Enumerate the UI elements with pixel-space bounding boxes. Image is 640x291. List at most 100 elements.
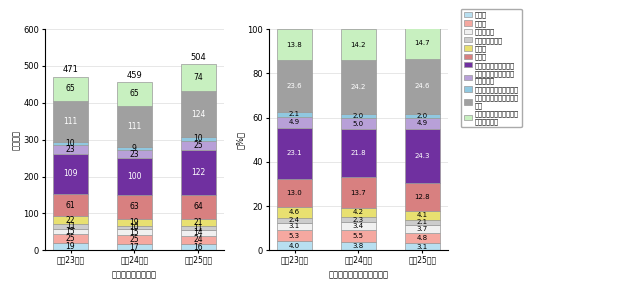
Text: 111: 111 bbox=[127, 122, 141, 131]
Text: 111: 111 bbox=[63, 117, 77, 125]
Bar bbox=[341, 129, 376, 178]
Bar bbox=[277, 117, 312, 127]
Bar bbox=[404, 220, 440, 225]
Text: 3.1: 3.1 bbox=[417, 244, 428, 250]
Bar bbox=[404, 129, 440, 182]
Text: 2.0: 2.0 bbox=[417, 113, 428, 119]
Text: 109: 109 bbox=[63, 169, 78, 178]
Text: 24.2: 24.2 bbox=[351, 84, 366, 90]
Text: 2.4: 2.4 bbox=[289, 217, 300, 223]
Bar bbox=[53, 216, 88, 224]
Text: 4.9: 4.9 bbox=[289, 119, 300, 125]
Text: 10: 10 bbox=[129, 223, 140, 232]
Bar bbox=[53, 228, 88, 234]
Bar bbox=[53, 154, 88, 194]
Bar bbox=[404, 233, 440, 243]
Text: 15: 15 bbox=[129, 228, 140, 237]
Text: 10: 10 bbox=[66, 139, 76, 148]
Text: 3.1: 3.1 bbox=[289, 223, 300, 229]
Text: 124: 124 bbox=[191, 110, 205, 119]
Bar bbox=[277, 127, 312, 179]
Text: 2.1: 2.1 bbox=[417, 219, 428, 225]
Text: 14: 14 bbox=[193, 228, 203, 237]
Bar bbox=[341, 242, 376, 250]
Text: 16: 16 bbox=[193, 243, 203, 252]
X-axis label: 産業大分類別売上高: 産業大分類別売上高 bbox=[112, 270, 157, 279]
Bar bbox=[53, 234, 88, 243]
Bar bbox=[53, 243, 88, 250]
Bar bbox=[117, 235, 152, 244]
Text: 5.5: 5.5 bbox=[353, 233, 364, 239]
Bar bbox=[341, 222, 376, 230]
Bar bbox=[180, 235, 216, 244]
Legend: 建設業, 製造業, 情報通信業, 運輸業，郵便業, 卸売業, 小売業, 不動産業，物品賃貸業, 学術研究，専門・技術
サービス業, 宿泊業，飲食サービス業, 生: 建設業, 製造業, 情報通信業, 運輸業，郵便業, 卸売業, 小売業, 不動産業… bbox=[461, 9, 522, 127]
Bar bbox=[404, 225, 440, 233]
Y-axis label: （%）: （%） bbox=[236, 131, 244, 149]
Bar bbox=[117, 147, 152, 150]
Bar bbox=[53, 194, 88, 216]
Text: 22: 22 bbox=[66, 216, 76, 225]
Bar bbox=[404, 59, 440, 113]
Text: 10: 10 bbox=[193, 134, 203, 143]
Text: 4.1: 4.1 bbox=[417, 212, 428, 219]
Text: 100: 100 bbox=[127, 172, 141, 181]
Bar bbox=[117, 82, 152, 106]
Text: 3.8: 3.8 bbox=[353, 243, 364, 249]
Bar bbox=[180, 137, 216, 141]
Bar bbox=[341, 217, 376, 222]
Bar bbox=[404, 243, 440, 250]
Bar bbox=[404, 211, 440, 220]
Bar bbox=[53, 101, 88, 141]
Text: 61: 61 bbox=[66, 200, 76, 210]
Text: 122: 122 bbox=[191, 168, 205, 177]
Bar bbox=[404, 113, 440, 118]
Text: 4.9: 4.9 bbox=[417, 120, 428, 126]
Bar bbox=[117, 226, 152, 229]
Bar bbox=[277, 179, 312, 207]
Bar bbox=[180, 219, 216, 226]
Text: 4.6: 4.6 bbox=[289, 210, 300, 215]
Bar bbox=[180, 195, 216, 219]
Bar bbox=[404, 27, 440, 59]
Bar bbox=[341, 114, 376, 118]
Text: 5.3: 5.3 bbox=[289, 233, 300, 239]
Text: 13.7: 13.7 bbox=[351, 190, 366, 196]
Text: 4.8: 4.8 bbox=[417, 235, 428, 241]
Bar bbox=[277, 230, 312, 242]
Text: 74: 74 bbox=[193, 73, 203, 82]
Text: 13.8: 13.8 bbox=[287, 42, 302, 48]
Text: 24.3: 24.3 bbox=[415, 153, 430, 159]
Bar bbox=[117, 195, 152, 219]
Bar bbox=[404, 182, 440, 211]
Text: 63: 63 bbox=[129, 203, 140, 212]
Bar bbox=[277, 29, 312, 60]
Bar bbox=[341, 60, 376, 114]
Bar bbox=[341, 178, 376, 208]
Bar bbox=[341, 230, 376, 242]
Text: 9: 9 bbox=[132, 144, 137, 153]
X-axis label: 産業大分類別売上高構成比: 産業大分類別売上高構成比 bbox=[328, 270, 388, 279]
Text: 3.7: 3.7 bbox=[417, 226, 428, 232]
Bar bbox=[53, 145, 88, 154]
Bar bbox=[277, 112, 312, 117]
Text: 23.6: 23.6 bbox=[287, 83, 302, 89]
Bar bbox=[180, 91, 216, 137]
Text: 25: 25 bbox=[129, 235, 140, 244]
Bar bbox=[53, 224, 88, 228]
Bar bbox=[117, 150, 152, 159]
Text: 504: 504 bbox=[191, 53, 206, 62]
Bar bbox=[341, 208, 376, 217]
Bar bbox=[180, 244, 216, 250]
Text: 23: 23 bbox=[66, 145, 76, 154]
Bar bbox=[404, 118, 440, 129]
Bar bbox=[180, 226, 216, 230]
Text: 11: 11 bbox=[66, 222, 76, 231]
Bar bbox=[53, 141, 88, 145]
Text: 19: 19 bbox=[66, 242, 76, 251]
Text: 24.6: 24.6 bbox=[415, 84, 430, 89]
Text: 12.8: 12.8 bbox=[415, 194, 430, 200]
Text: 21.8: 21.8 bbox=[351, 150, 366, 156]
Text: 2.0: 2.0 bbox=[353, 113, 364, 119]
Bar bbox=[117, 219, 152, 226]
Text: 2.1: 2.1 bbox=[289, 111, 300, 117]
